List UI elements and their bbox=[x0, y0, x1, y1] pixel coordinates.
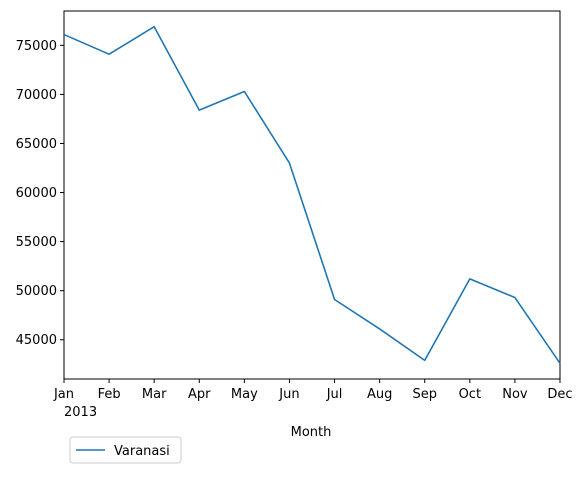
y-tick-label: 75000 bbox=[16, 39, 57, 54]
series-layer bbox=[64, 27, 560, 364]
plot-frame bbox=[64, 11, 560, 379]
y-tick-label: 70000 bbox=[16, 88, 57, 103]
x-tick-label: Aug bbox=[367, 387, 392, 402]
y-tick-label: 45000 bbox=[16, 333, 57, 348]
x-axis-year-label: 2013 bbox=[64, 405, 97, 420]
x-tick-label: Feb bbox=[98, 387, 121, 402]
y-tick-label: 65000 bbox=[16, 137, 57, 152]
x-tick-label: Mar bbox=[142, 387, 167, 402]
x-tick-label: Oct bbox=[459, 387, 481, 402]
x-tick-label: Apr bbox=[188, 387, 211, 402]
x-tick-label: Nov bbox=[502, 387, 528, 402]
x-tick-label: Jun bbox=[278, 387, 299, 402]
series-line bbox=[64, 27, 560, 364]
plot-area bbox=[64, 11, 560, 379]
x-axis-label: Month bbox=[291, 425, 332, 440]
legend: Varanasi bbox=[70, 437, 181, 463]
y-axis-ticks: 45000 50000 55000 60000 65000 70000 75000 bbox=[16, 39, 64, 348]
x-tick-label: Sep bbox=[412, 387, 437, 402]
legend-label: Varanasi bbox=[114, 444, 170, 459]
x-tick-label: Jan bbox=[53, 387, 74, 402]
y-tick-label: 60000 bbox=[16, 186, 57, 201]
x-tick-label: Jul bbox=[326, 387, 343, 402]
x-axis-ticks: Jan Feb Mar Apr May Jun Jul Aug Sep Oct Nov Dec bbox=[53, 379, 573, 402]
y-tick-label: 55000 bbox=[16, 235, 57, 250]
x-tick-label: Dec bbox=[547, 387, 572, 402]
y-tick-label: 50000 bbox=[16, 284, 57, 299]
x-tick-label: May bbox=[231, 387, 258, 402]
